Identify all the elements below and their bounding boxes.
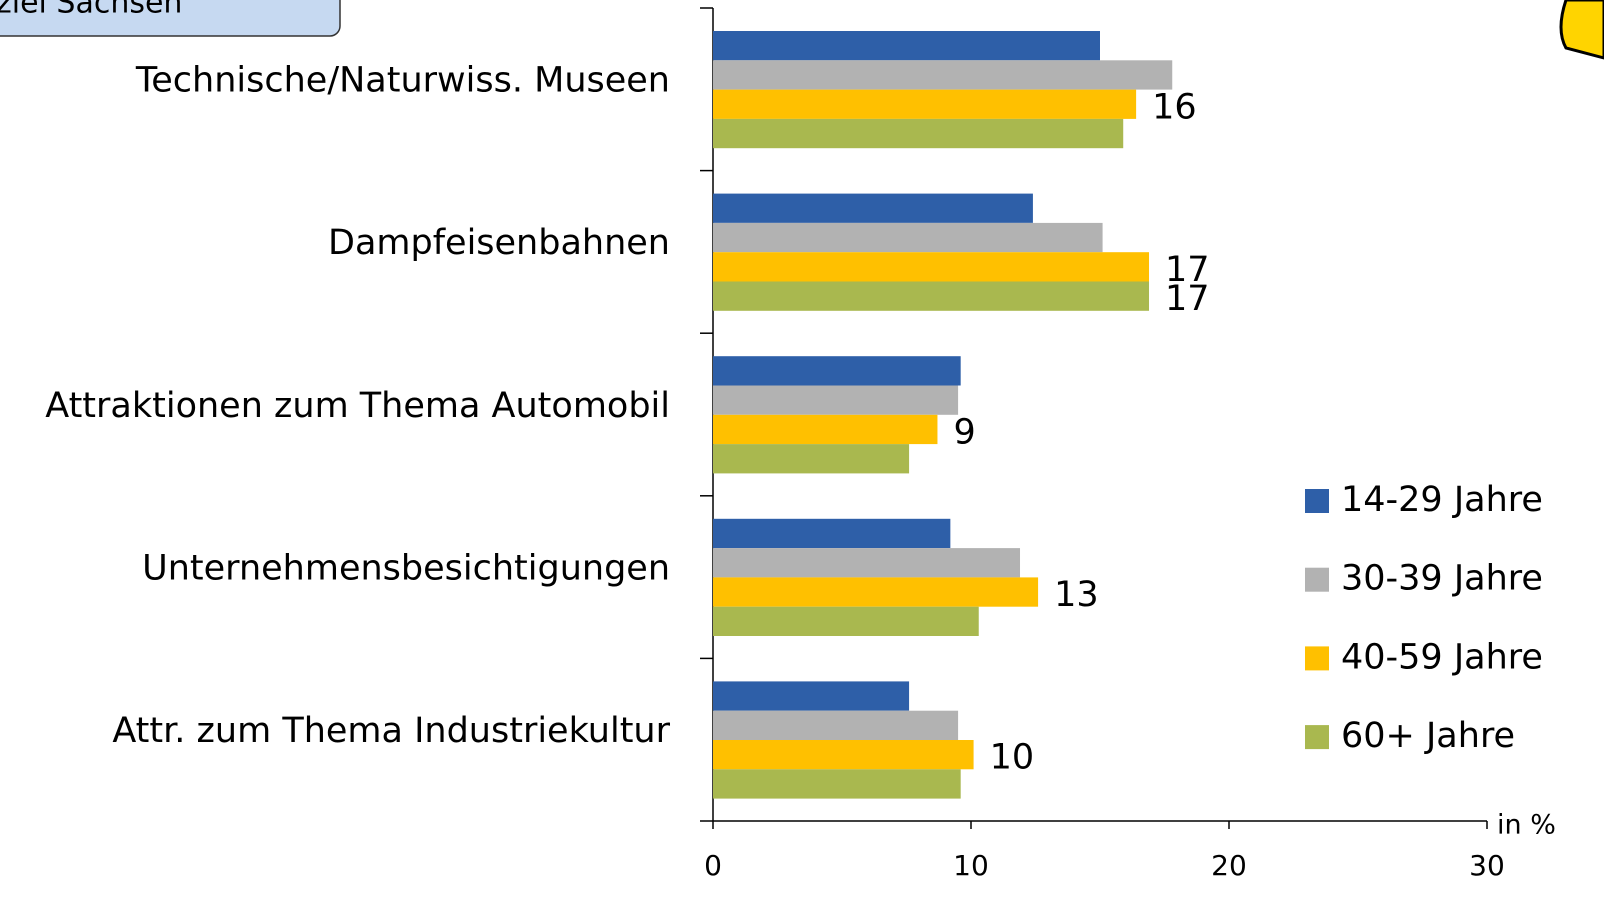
- x-tick-label: 10: [953, 849, 989, 882]
- bar: [713, 356, 961, 386]
- bar: [713, 385, 959, 415]
- x-tick-label: 0: [704, 849, 722, 882]
- bar: [713, 740, 974, 770]
- x-tick-label: 20: [1211, 849, 1247, 882]
- value-label: 17: [1165, 279, 1210, 319]
- value-label: 10: [990, 738, 1035, 778]
- value-label: 9: [953, 412, 975, 452]
- legend-label: 14-29 Jahre: [1341, 480, 1543, 520]
- bar: [713, 118, 1124, 149]
- category-label: Unternehmensbesichtigungen: [142, 548, 670, 588]
- bar: [713, 577, 1039, 607]
- legend-swatch: [1305, 725, 1329, 750]
- bar: [713, 606, 979, 636]
- title-box: [0, 0, 341, 37]
- bar: [713, 548, 1021, 578]
- legend-swatch: [1305, 646, 1329, 671]
- bar: [713, 681, 910, 711]
- bar: [713, 60, 1173, 90]
- value-label: 16: [1152, 87, 1197, 127]
- value-label: 17: [1165, 250, 1210, 290]
- logo: [1559, 0, 1604, 60]
- bar: [713, 193, 1033, 223]
- bar: [713, 222, 1103, 253]
- x-tick-label: 30: [1469, 849, 1505, 882]
- value-label: 13: [1054, 575, 1099, 615]
- bar: [713, 31, 1100, 61]
- legend-label: 60+ Jahre: [1341, 716, 1515, 756]
- category-label: Attr. zum Thema Industriekultur: [112, 711, 670, 751]
- legend-swatch: [1305, 489, 1329, 513]
- category-label: Attraktionen zum Thema Automobil: [45, 386, 670, 426]
- bar: [713, 444, 910, 474]
- bar: [713, 414, 938, 445]
- chart-title: ziel Sachsen: [0, 0, 182, 21]
- category-label: Technische/Naturwiss. Museen: [135, 61, 670, 101]
- category-label: Dampfeisenbahnen: [328, 223, 670, 263]
- x-axis-label: in %: [1497, 810, 1556, 841]
- bar: [713, 710, 959, 740]
- legend-swatch: [1305, 567, 1329, 592]
- legend-label: 40-59 Jahre: [1341, 637, 1543, 677]
- bar: [713, 281, 1150, 311]
- bar: [713, 518, 951, 549]
- legend-label: 30-39 Jahre: [1341, 559, 1543, 599]
- bar: [713, 769, 961, 799]
- bar: [713, 89, 1137, 119]
- bar: [713, 252, 1150, 282]
